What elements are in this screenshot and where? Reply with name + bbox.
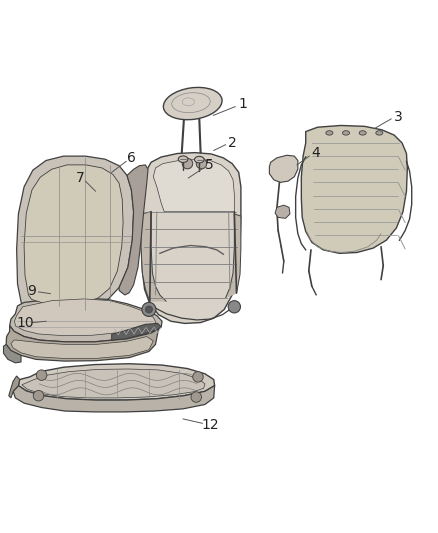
Ellipse shape — [343, 131, 350, 135]
Circle shape — [196, 158, 207, 169]
Polygon shape — [17, 156, 134, 312]
Polygon shape — [6, 326, 159, 361]
Text: 10: 10 — [17, 317, 34, 330]
Polygon shape — [301, 125, 407, 253]
Polygon shape — [11, 336, 153, 359]
Text: 12: 12 — [201, 418, 219, 432]
Circle shape — [191, 392, 201, 402]
Ellipse shape — [178, 156, 188, 163]
Polygon shape — [141, 152, 241, 324]
Polygon shape — [141, 212, 166, 302]
Text: 3: 3 — [394, 110, 403, 124]
Text: 5: 5 — [205, 158, 214, 172]
Polygon shape — [226, 214, 241, 298]
Polygon shape — [10, 298, 162, 342]
Circle shape — [33, 391, 44, 401]
Text: 1: 1 — [239, 98, 247, 111]
Circle shape — [182, 158, 193, 169]
Text: 4: 4 — [311, 147, 320, 160]
Polygon shape — [22, 369, 205, 398]
Polygon shape — [119, 165, 148, 295]
Text: 9: 9 — [27, 284, 36, 297]
Polygon shape — [153, 159, 234, 212]
Circle shape — [228, 301, 240, 313]
Text: 7: 7 — [76, 171, 85, 185]
Polygon shape — [13, 386, 215, 412]
Polygon shape — [18, 364, 215, 400]
Ellipse shape — [326, 131, 333, 135]
Polygon shape — [9, 376, 20, 398]
Polygon shape — [112, 324, 161, 340]
Circle shape — [145, 306, 152, 313]
Ellipse shape — [163, 87, 222, 120]
Polygon shape — [269, 155, 298, 182]
Circle shape — [142, 302, 156, 317]
Text: 6: 6 — [127, 151, 136, 165]
Circle shape — [193, 372, 203, 382]
Ellipse shape — [376, 131, 383, 135]
Text: 2: 2 — [228, 136, 237, 150]
Ellipse shape — [359, 131, 366, 135]
Polygon shape — [275, 205, 290, 219]
Polygon shape — [4, 344, 21, 363]
Polygon shape — [24, 165, 123, 304]
Circle shape — [36, 370, 47, 381]
Polygon shape — [14, 299, 156, 336]
Ellipse shape — [194, 156, 204, 163]
